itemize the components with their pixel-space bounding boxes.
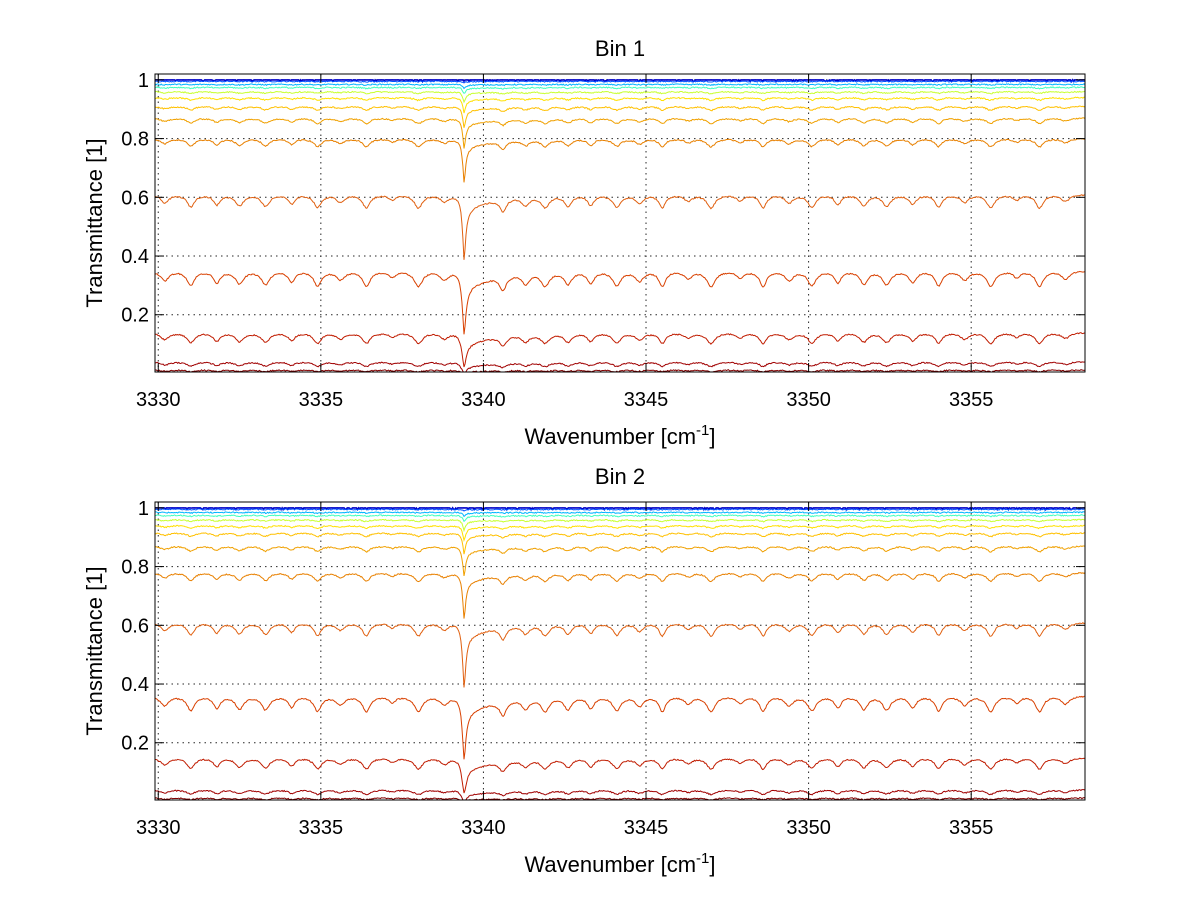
series-line-7 bbox=[155, 532, 1085, 555]
series-line-4 bbox=[155, 86, 1085, 94]
y-axis-label: Transmittance [1] bbox=[82, 566, 107, 735]
series-line-8 bbox=[155, 545, 1085, 576]
x-tick-label: 3345 bbox=[624, 817, 669, 839]
x-tick-label: 3335 bbox=[299, 389, 344, 411]
series-line-9 bbox=[155, 138, 1085, 183]
series-line-2 bbox=[155, 80, 1085, 84]
y-tick-label: 1 bbox=[138, 70, 149, 92]
x-tick-label: 3330 bbox=[136, 817, 181, 839]
x-tick-label: 3340 bbox=[461, 389, 506, 411]
series-line-3 bbox=[155, 511, 1085, 518]
x-tick-label: 3350 bbox=[786, 817, 831, 839]
series-line-4 bbox=[155, 514, 1085, 523]
y-tick-label: 0.6 bbox=[121, 615, 149, 637]
x-tick-label: 3340 bbox=[461, 817, 506, 839]
axes-box bbox=[154, 501, 1086, 801]
series-line-10 bbox=[155, 194, 1085, 260]
y-tick-label: 0.2 bbox=[121, 305, 149, 327]
series-line-10 bbox=[155, 622, 1085, 688]
series-line-11 bbox=[155, 270, 1085, 335]
x-tick-label: 3355 bbox=[949, 389, 994, 411]
series-line-8 bbox=[155, 117, 1085, 149]
series-line-13 bbox=[155, 789, 1085, 800]
series-line-12 bbox=[155, 757, 1085, 794]
y-tick-label: 0.4 bbox=[121, 246, 149, 268]
x-axis-label: Wavenumber [cm-1] bbox=[524, 850, 715, 877]
series-group bbox=[155, 506, 1085, 800]
y-tick-label: 0.2 bbox=[121, 733, 149, 755]
y-tick-label: 0.4 bbox=[121, 674, 149, 696]
series-line-1 bbox=[155, 78, 1085, 84]
y-tick-label: 0.6 bbox=[121, 187, 149, 209]
series-line-6 bbox=[155, 524, 1085, 543]
y-tick-label: 1 bbox=[138, 498, 149, 520]
chart-panel-1: 3330 3335 3340 3345 3350 3355 0.2 0.4 0.6 0.8 1 Bin… bbox=[82, 36, 1086, 449]
x-axis-label: Wavenumber [cm-1] bbox=[524, 422, 715, 449]
series-line-7 bbox=[155, 105, 1085, 128]
chart-title: Bin 2 bbox=[595, 464, 645, 489]
series-line-11 bbox=[155, 695, 1085, 760]
x-tick-label: 3345 bbox=[624, 389, 669, 411]
axes-box bbox=[154, 73, 1086, 373]
series-line-5 bbox=[155, 90, 1085, 104]
x-tick-label: 3330 bbox=[136, 389, 181, 411]
series-line-12 bbox=[155, 332, 1085, 368]
series-line-5 bbox=[155, 518, 1085, 533]
series-line-13 bbox=[155, 361, 1085, 372]
series-line-9 bbox=[155, 572, 1085, 619]
series-line-14 bbox=[155, 369, 1085, 372]
y-tick-label: 0.8 bbox=[121, 557, 149, 579]
x-tick-label: 3350 bbox=[786, 389, 831, 411]
x-tick-label: 3335 bbox=[299, 817, 344, 839]
y-tick-label: 0.8 bbox=[121, 129, 149, 151]
series-group bbox=[155, 78, 1085, 372]
chart-panel-2: 3330 3335 3340 3345 3350 3355 0.2 0.4 0.6 0.8 1 Bin… bbox=[82, 464, 1086, 877]
series-line-1 bbox=[155, 506, 1085, 512]
chart-title: Bin 1 bbox=[595, 36, 645, 61]
x-tick-label: 3355 bbox=[949, 817, 994, 839]
series-line-2 bbox=[155, 508, 1085, 512]
series-line-3 bbox=[155, 83, 1085, 90]
y-axis-label: Transmittance [1] bbox=[82, 138, 107, 307]
series-line-6 bbox=[155, 96, 1085, 114]
series-line-14 bbox=[155, 796, 1085, 800]
